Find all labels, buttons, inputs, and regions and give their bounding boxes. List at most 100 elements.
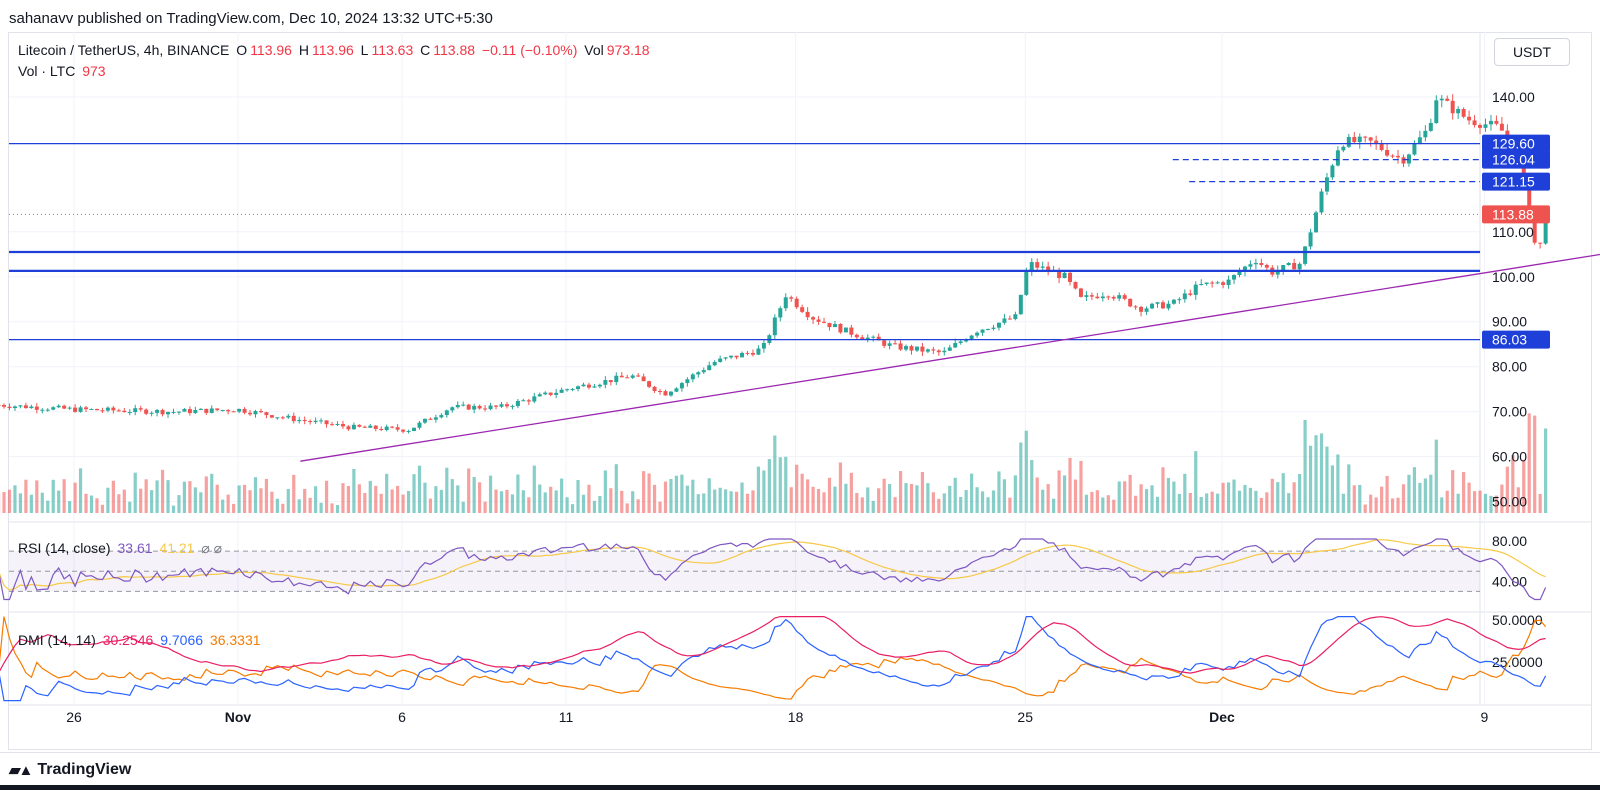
- volume-bar: [866, 487, 869, 513]
- volume-bar: [1156, 497, 1159, 513]
- candle-body: [1150, 304, 1154, 309]
- candle-body: [833, 324, 837, 327]
- candle-body: [642, 377, 646, 382]
- candle-body: [674, 388, 678, 391]
- volume-bar: [412, 474, 415, 513]
- candle-body: [363, 427, 367, 428]
- candle-body: [62, 406, 66, 409]
- volume-bar: [1057, 470, 1060, 513]
- volume-bar: [117, 494, 120, 513]
- volume-bar: [1440, 497, 1443, 513]
- volume-series-label[interactable]: Vol · LTC: [18, 63, 75, 79]
- candle-body: [784, 297, 788, 308]
- volume-bar: [511, 494, 514, 513]
- candle-body: [95, 409, 99, 410]
- time-tick-label: 26: [66, 709, 82, 725]
- volume-bar: [237, 485, 240, 513]
- volume-bar: [451, 479, 454, 513]
- candle-body: [412, 428, 416, 431]
- volume-bar: [243, 485, 246, 513]
- volume-bar: [593, 501, 596, 513]
- candle-body: [182, 409, 186, 412]
- candle-body: [631, 375, 635, 377]
- candle-body: [401, 430, 405, 432]
- candle-body: [450, 407, 454, 410]
- volume-bar: [1085, 495, 1088, 513]
- candle-body: [1369, 137, 1373, 140]
- candle-body: [1429, 123, 1433, 131]
- candle-body: [817, 320, 821, 322]
- volume-bar: [1025, 431, 1028, 513]
- volume-bar: [1189, 493, 1192, 513]
- volume-series-value: 973: [82, 63, 105, 79]
- candle-body: [554, 393, 558, 395]
- candle-body: [472, 406, 476, 410]
- volume-bar: [773, 436, 776, 513]
- candle-body: [538, 394, 542, 396]
- volume-bar: [19, 493, 22, 513]
- candle-body: [1079, 288, 1083, 296]
- volume-bar: [855, 493, 858, 513]
- symbol-label[interactable]: Litecoin / TetherUS, 4h, BINANCE: [18, 42, 229, 58]
- candle-body: [188, 409, 192, 413]
- candle-body: [325, 420, 329, 424]
- candle-body: [658, 391, 662, 392]
- candle-body: [691, 374, 695, 379]
- volume-bar: [893, 497, 896, 513]
- candle-body: [1434, 100, 1438, 123]
- candle-body: [718, 359, 722, 362]
- volume-bar: [719, 488, 722, 513]
- open-label: O: [236, 42, 247, 58]
- candle-body: [100, 410, 104, 411]
- candle-body: [237, 409, 241, 412]
- volume-bar: [1336, 454, 1339, 513]
- candle-body: [193, 410, 197, 413]
- volume-bar: [1353, 485, 1356, 513]
- volume-bar: [341, 483, 344, 513]
- candle-body: [368, 426, 372, 428]
- volume-bar: [325, 481, 328, 513]
- candle-body: [232, 411, 236, 412]
- candle-body: [844, 328, 848, 333]
- volume-bar: [1172, 482, 1175, 513]
- volume-bar: [429, 499, 432, 513]
- tradingview-brand: TradingView: [37, 761, 131, 779]
- volume-bar: [1118, 481, 1121, 513]
- rsi-label[interactable]: RSI (14, close): [18, 540, 111, 556]
- volume-bar: [937, 499, 940, 513]
- price-tick-label: 90.00: [1492, 314, 1527, 330]
- volume-bar: [1150, 485, 1153, 513]
- price-tick-label: 100.00: [1492, 269, 1535, 285]
- volume-bar: [899, 471, 902, 513]
- candle-body: [937, 350, 941, 352]
- volume-bar: [1139, 484, 1142, 513]
- volume-bar: [658, 502, 661, 513]
- volume-bar: [691, 480, 694, 513]
- candle-body: [1423, 131, 1427, 137]
- volume-bar: [1014, 475, 1017, 513]
- dmi-label[interactable]: DMI (14, 14): [18, 632, 96, 648]
- candle-body: [1358, 137, 1362, 142]
- candle-body: [1035, 262, 1039, 268]
- close-label: C: [420, 42, 430, 58]
- candle-body: [669, 392, 673, 396]
- volume-bar: [675, 476, 678, 513]
- candle-body: [1155, 302, 1159, 304]
- candle-body: [707, 365, 711, 370]
- volume-bar: [975, 487, 978, 513]
- volume-bar: [456, 485, 459, 513]
- volume-bar: [565, 497, 568, 513]
- candle-body: [439, 415, 443, 417]
- rsi-hidden-icon[interactable]: ⌀ ⌀: [201, 540, 222, 556]
- candle-body: [1172, 300, 1176, 304]
- currency-selector[interactable]: USDT: [1494, 38, 1570, 66]
- tradingview-logo[interactable]: ▰▲ TradingView: [9, 761, 131, 779]
- volume-bar: [943, 493, 946, 513]
- volume-bar: [604, 470, 607, 513]
- volume-bar: [1074, 480, 1077, 513]
- volume-bar: [73, 483, 76, 513]
- candle-body: [1123, 295, 1127, 299]
- volume-bar: [1413, 467, 1416, 513]
- candle-body: [1227, 280, 1231, 285]
